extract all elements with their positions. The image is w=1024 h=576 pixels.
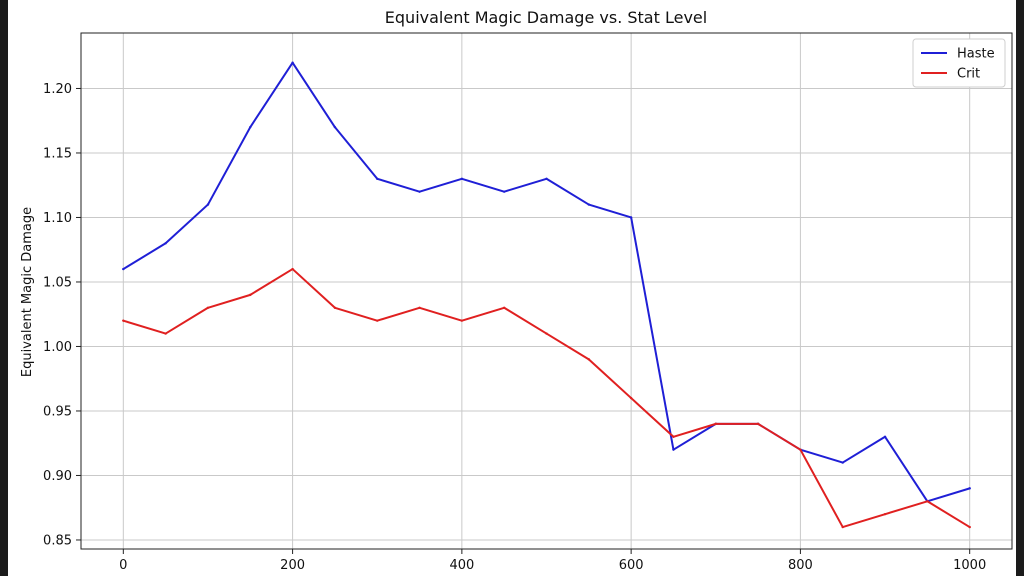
y-tick-label: 1.10 — [43, 211, 72, 226]
data-point-haste — [883, 435, 887, 438]
data-point-crit — [629, 396, 633, 400]
y-tick-label: 1.05 — [43, 275, 72, 290]
data-point-crit — [714, 422, 717, 426]
data-point-crit — [291, 267, 294, 271]
data-point-crit — [418, 306, 421, 309]
chart-title: Equivalent Magic Damage vs. Stat Level — [385, 8, 707, 27]
y-tick-label: 1.20 — [43, 82, 72, 97]
legend-box — [912, 38, 1006, 88]
data-point-haste — [418, 190, 421, 193]
data-point-crit — [841, 525, 844, 529]
legend: Haste Crit — [912, 38, 1006, 88]
series-line-crit — [122, 268, 971, 529]
axis-ticks: 0 200 400 600 800 1000 0.85 0.90 0.95 1.00 1.05 1.1… — [43, 82, 986, 573]
x-tick-label: 600 — [619, 558, 644, 573]
data-point-haste — [629, 216, 633, 219]
data-point-haste — [545, 177, 548, 180]
data-point-haste — [164, 242, 167, 245]
data-point-crit — [164, 332, 167, 335]
data-point-crit — [502, 306, 506, 309]
data-point-crit — [926, 500, 929, 503]
data-point-haste — [206, 203, 210, 206]
data-point-crit — [376, 319, 379, 322]
data-point-crit — [460, 319, 464, 322]
x-tick-label: 400 — [449, 558, 474, 573]
data-point-crit — [249, 293, 252, 297]
grid — [81, 33, 1012, 549]
series-lines — [122, 61, 971, 529]
data-point-haste — [249, 125, 252, 129]
data-point-crit — [206, 306, 210, 309]
data-point-crit — [587, 358, 591, 361]
y-axis-label: Equivalent Magic Damage — [20, 207, 35, 377]
y-tick-label: 1.15 — [43, 146, 72, 161]
y-tick-label: 0.85 — [43, 533, 72, 548]
data-point-crit — [122, 319, 125, 322]
data-point-crit — [545, 332, 548, 335]
data-point-crit — [883, 512, 887, 516]
data-point-crit — [333, 306, 337, 309]
data-point-haste — [460, 177, 464, 180]
data-point-crit — [968, 525, 971, 529]
y-tick-label: 0.90 — [43, 469, 72, 484]
plot-area-border — [80, 32, 1013, 550]
left-edge — [0, 0, 8, 576]
data-point-haste — [376, 177, 379, 180]
x-tick-label: 800 — [788, 558, 813, 573]
data-point-crit — [756, 422, 760, 426]
data-point-haste — [291, 61, 294, 64]
data-point-haste — [587, 203, 591, 206]
data-point-haste — [672, 448, 675, 451]
data-point-crit — [799, 448, 802, 451]
data-point-haste — [333, 125, 337, 129]
data-point-haste — [502, 190, 506, 193]
y-tick-label: 1.00 — [43, 340, 72, 355]
legend-label-haste: Haste — [957, 47, 995, 62]
x-tick-label: 0 — [119, 558, 127, 573]
data-point-crit — [672, 435, 675, 438]
right-edge — [1016, 0, 1024, 576]
legend-label-crit: Crit — [957, 67, 980, 82]
data-point-haste — [841, 461, 844, 464]
data-point-haste — [968, 487, 971, 490]
y-tick-label: 0.95 — [43, 404, 72, 419]
x-tick-label: 1000 — [953, 558, 986, 573]
x-tick-label: 200 — [280, 558, 305, 573]
data-point-haste — [122, 267, 125, 271]
